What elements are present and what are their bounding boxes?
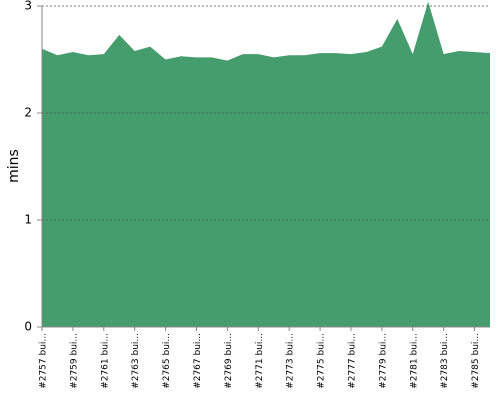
x-tick-label: #2781 bui... [409,333,419,389]
x-tick-label: #2773 bui... [286,333,296,389]
x-tick-label: #2775 bui... [317,333,327,389]
x-tick-label: #2767 bui... [193,333,203,389]
x-tick-label: #2761 bui... [100,333,110,389]
x-tick-label: #2779 bui... [378,333,388,389]
x-tick-label: #2771 bui... [255,333,265,389]
x-tick-label: #2757 bui... [39,333,49,389]
x-tick-label: #2763 bui... [131,333,141,389]
x-tick-label: #2765 bui... [162,333,172,389]
y-tick-label: 3 [24,0,32,13]
x-tick-label: #2759 bui... [69,333,79,389]
y-tick-label: 2 [24,106,32,120]
x-tick-label: #2785 bui... [471,333,481,389]
y-tick-label: 1 [24,213,32,227]
x-tick-label: #2769 bui... [224,333,234,389]
y-axis-label: mins [6,149,22,183]
x-tick-label: #2783 bui... [440,333,450,389]
x-tick-label: #2777 bui... [347,333,357,389]
area [42,1,490,327]
y-tick-label: 0 [24,320,32,334]
